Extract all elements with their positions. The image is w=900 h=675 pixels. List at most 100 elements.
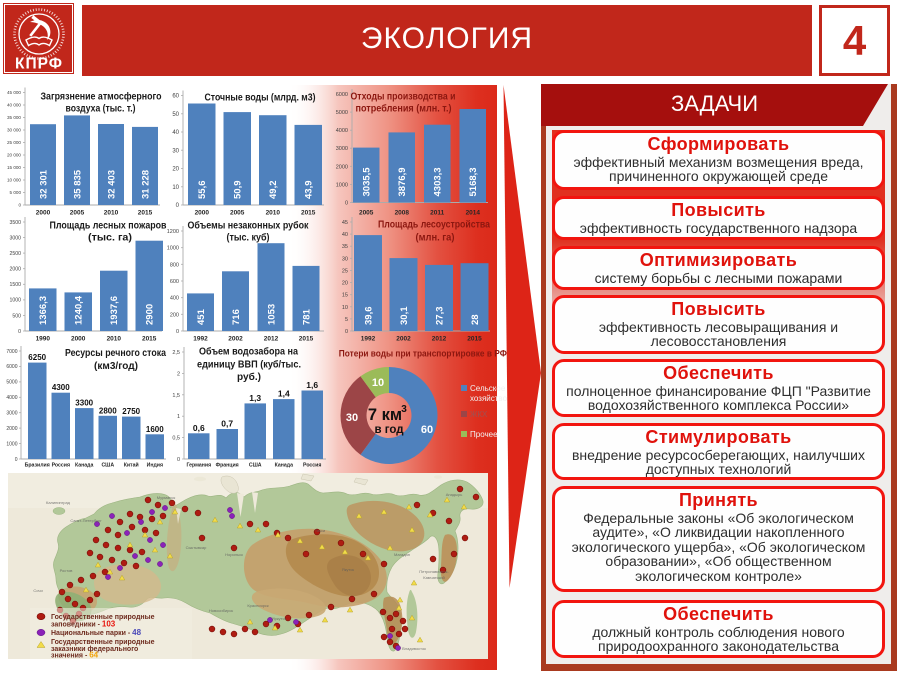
svg-text:3000: 3000 [336,146,348,152]
svg-text:1200: 1200 [167,229,179,235]
svg-text:воздуха (тыс. т.): воздуха (тыс. т.) [66,103,136,115]
svg-text:7000: 7000 [6,349,17,355]
svg-text:3876,9: 3876,9 [397,167,408,196]
svg-text:2015: 2015 [142,336,157,343]
svg-text:2000: 2000 [36,210,51,217]
svg-text:Франция: Франция [216,463,239,469]
svg-text:20: 20 [172,167,179,173]
svg-text:35: 35 [342,244,348,250]
svg-text:хозяйство: хозяйство [470,394,508,403]
svg-text:2005: 2005 [70,210,85,217]
svg-text:3500: 3500 [9,220,21,226]
svg-text:2,5: 2,5 [172,350,180,356]
svg-text:781: 781 [301,308,312,325]
svg-text:40: 40 [172,130,179,136]
svg-text:Площадь лесных пожаров: Площадь лесных пожаров [50,220,167,232]
svg-text:2500: 2500 [9,251,21,257]
svg-text:7 км: 7 км [368,406,402,424]
svg-text:2000: 2000 [195,210,210,217]
svg-text:1990: 1990 [36,336,51,343]
svg-text:10: 10 [372,377,384,389]
svg-text:1000: 1000 [167,246,179,252]
svg-text:1,4: 1,4 [278,389,290,399]
svg-text:40: 40 [342,232,348,238]
svg-text:1,5: 1,5 [172,393,180,399]
svg-text:3300: 3300 [75,399,93,408]
svg-text:35 000: 35 000 [7,115,21,120]
svg-text:30: 30 [342,256,348,262]
svg-text:Тикси: Тикси [315,528,326,533]
svg-text:4000: 4000 [6,395,17,401]
svg-text:Магадан: Магадан [394,552,410,557]
svg-text:200: 200 [170,312,179,318]
svg-text:60: 60 [421,424,433,436]
svg-text:Калининград: Калининград [46,500,71,505]
svg-text:2015: 2015 [467,336,482,343]
svg-text:Площадь лесоустройства: Площадь лесоустройства [378,219,490,231]
svg-text:(млн. га): (млн. га) [416,232,455,244]
svg-text:Канада: Канада [275,463,293,469]
svg-text:2000: 2000 [9,267,21,273]
svg-text:США: США [249,463,262,469]
svg-text:2000: 2000 [336,164,348,170]
svg-text:2750: 2750 [122,407,140,416]
svg-text:45 000: 45 000 [7,90,21,95]
svg-text:500: 500 [12,313,21,319]
svg-text:Государственные природные: Государственные природные [51,614,155,621]
svg-text:0: 0 [18,203,21,208]
svg-text:2: 2 [177,371,180,377]
svg-text:10 000: 10 000 [7,178,21,183]
svg-text:единицу ВВП (куб/тыс.: единицу ВВП (куб/тыс. [197,359,301,371]
svg-text:2015: 2015 [138,210,153,217]
svg-text:Сточные воды (млрд. м3): Сточные воды (млрд. м3) [205,92,316,104]
svg-text:2014: 2014 [466,210,481,217]
svg-text:55,6: 55,6 [197,181,208,200]
svg-text:2010: 2010 [266,210,281,217]
svg-text:2012: 2012 [264,336,279,343]
svg-text:Санкт-Петербург: Санкт-Петербург [70,518,102,523]
svg-text:2002: 2002 [228,336,243,343]
svg-text:Россия: Россия [303,463,321,469]
svg-text:Государственные природные: Государственные природные [51,639,155,646]
svg-text:10: 10 [342,305,348,311]
svg-text:Сочи: Сочи [33,588,42,593]
svg-text:Прочее: Прочее [470,430,498,439]
svg-text:США: США [101,463,114,469]
svg-text:2000: 2000 [6,426,17,432]
svg-text:2015: 2015 [299,336,314,343]
svg-text:3000: 3000 [6,411,17,417]
svg-text:0: 0 [345,329,348,335]
svg-text:в год: в год [374,424,404,436]
svg-text:0,5: 0,5 [172,436,180,442]
svg-text:27,3: 27,3 [434,307,445,326]
svg-text:600: 600 [170,279,179,285]
svg-text:Петропавловск-: Петропавловск- [419,569,449,574]
svg-text:39,6: 39,6 [363,307,374,326]
svg-text:Объемы незаконных рубок: Объемы незаконных рубок [188,220,310,232]
svg-text:4000: 4000 [336,128,348,134]
svg-text:6000: 6000 [336,92,348,98]
svg-text:Индия: Индия [147,463,163,469]
svg-text:6000: 6000 [6,364,17,370]
svg-text:43,9: 43,9 [304,181,315,200]
svg-text:(тыс. га): (тыс. га) [88,232,132,244]
svg-text:Якутск: Якутск [342,567,354,572]
svg-text:60: 60 [172,94,179,100]
svg-text:Мурманск: Мурманск [157,495,176,500]
svg-text:3: 3 [401,404,407,415]
svg-text:50: 50 [172,112,179,118]
svg-text:Красноярск: Красноярск [247,603,269,608]
svg-text:20 000: 20 000 [7,153,21,158]
svg-text:Россия: Россия [52,463,70,469]
svg-text:30: 30 [172,148,179,154]
svg-text:Ресурсы речного стока: Ресурсы речного стока [65,347,166,359]
svg-text:Новосибирск: Новосибирск [209,608,233,613]
svg-text:25: 25 [342,268,348,274]
svg-text:1366,3: 1366,3 [38,296,49,325]
svg-text:ЖКХ: ЖКХ [470,410,488,419]
svg-text:15: 15 [342,293,348,299]
svg-text:Сельское: Сельское [470,384,506,393]
svg-text:0: 0 [176,329,179,335]
svg-text:КПРФ: КПРФ [15,56,63,73]
svg-text:32 301: 32 301 [38,169,49,199]
